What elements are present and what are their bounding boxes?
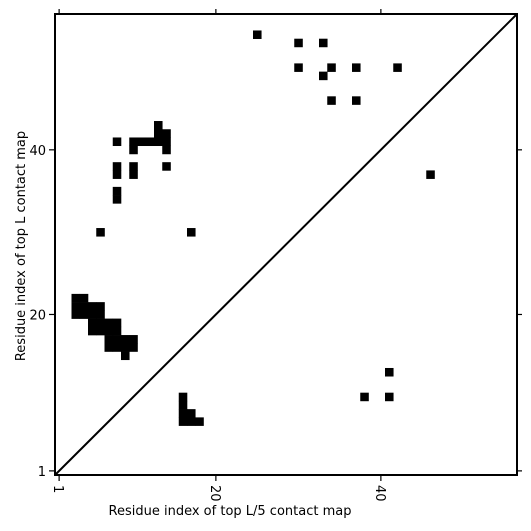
upper-contact-cell [96,326,105,336]
upper-contact-cell [112,326,122,336]
y-tick-label: 1 [38,465,46,480]
lower-contact-cell [187,417,196,426]
upper-contact-cell [121,351,130,361]
upper-contact-cell [162,129,171,138]
upper-contact-cell [129,137,138,147]
lower-contact-cell [195,417,204,426]
upper-contact-cell [104,326,114,336]
upper-contact-cell [96,310,105,319]
x-tick-label: 1 [50,485,65,493]
lower-contact-cell [385,392,394,402]
upper-contact-cell [88,302,97,311]
upper-contact-cell [154,121,163,130]
upper-contact-cell [71,293,81,303]
upper-contact-cell [129,162,138,171]
lower-contact-cell [187,409,196,418]
upper-contact-cell [162,145,171,155]
upper-contact-cell [112,186,122,196]
upper-contact-cell [112,335,122,344]
upper-contact-cell [327,96,336,105]
diagonal-line [54,13,518,476]
upper-contact-cell [96,228,105,237]
y-tick-label: 20 [29,308,46,323]
upper-contact-cell [96,318,105,328]
x-tick-label: 40 [372,485,387,502]
upper-contact-cell [187,228,196,237]
lower-contact-cell [385,367,394,377]
lower-contact-cell [178,409,188,418]
upper-contact-cell [352,63,361,72]
upper-contact-cell [294,38,303,48]
axis-ticks: 1 20 40 1 20 40 [29,9,522,502]
upper-contact-cell [162,162,171,171]
contact-cells [71,30,435,426]
upper-contact-cell [79,310,89,319]
x-axis-label: Residue index of top L/5 contact map [109,504,352,519]
lower-contact-cell [178,417,188,426]
lower-contact-cell [178,392,188,402]
lower-contact-cell [360,392,369,402]
upper-contact-cell [154,129,163,138]
upper-contact-cell [121,335,130,344]
upper-contact-cell [145,137,155,147]
x-tick-label: 20 [207,485,222,502]
upper-contact-cell [79,293,89,303]
upper-contact-cell [88,326,97,336]
y-tick-label: 40 [29,144,46,159]
upper-contact-cell [112,195,122,204]
upper-contact-cell [104,318,114,328]
upper-contact-cell [154,137,163,147]
upper-contact-cell [137,137,147,147]
upper-contact-cell [129,145,138,155]
upper-contact-cell [104,335,114,344]
upper-contact-cell [71,310,81,319]
upper-contact-cell [294,63,303,72]
plot-frame [54,13,518,476]
upper-contact-cell [79,302,89,311]
upper-contact-cell [96,302,105,311]
upper-contact-cell [327,63,336,72]
lower-contact-cell [178,400,188,410]
upper-contact-cell [129,335,138,344]
upper-contact-cell [319,38,328,48]
upper-contact-cell [121,343,130,352]
upper-contact-cell [393,63,402,72]
upper-contact-cell [352,96,361,105]
upper-contact-cell [112,318,122,328]
upper-contact-cell [112,343,122,352]
upper-contact-cell [104,343,114,352]
upper-contact-cell [88,318,97,328]
upper-contact-cell [71,302,81,311]
upper-contact-cell [319,71,328,81]
upper-contact-cell [112,137,122,147]
upper-contact-cell [112,170,122,179]
y-axis-label: Residue index of top L contact map [14,131,29,361]
upper-contact-cell [129,343,138,352]
upper-contact-cell [129,170,138,179]
upper-contact-cell [253,30,262,39]
upper-contact-cell [426,170,435,179]
upper-contact-cell [112,162,122,171]
upper-contact-cell [88,310,97,319]
upper-contact-cell [162,137,171,147]
